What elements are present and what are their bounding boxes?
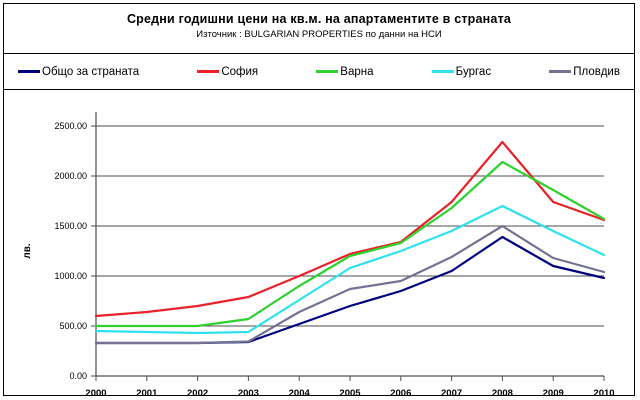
chart-title-block: Средни годишни цени на кв.м. на апартаме…: [4, 4, 634, 54]
x-tick-label-2002: 2002: [187, 388, 208, 395]
chart-plot-area: лв. 0.00 500.00 1000.00 1500.00 2000.00 2500.…: [4, 90, 634, 395]
x-tick-label-2003: 2003: [238, 388, 259, 395]
x-axis-ticks: 2000 2001 2002 2003 2004 2005 2006 2007 2008 2009…: [85, 376, 615, 395]
data-series-group: [94, 140, 606, 345]
legend-label-burgas: Бургас: [455, 65, 492, 78]
chart-title: Средни годишни цени на кв.м. на апартаме…: [126, 12, 512, 26]
legend-item-total[interactable]: Общо за страната: [18, 66, 139, 78]
chart-outer-frame: Средни годишни цени на кв.м. на апартаме…: [3, 3, 635, 396]
y-axis-title-group: лв.: [22, 243, 33, 259]
x-tick-label-2008: 2008: [492, 388, 513, 395]
chart-legend: Общо за страната София Варна Бургас Плов…: [4, 54, 634, 90]
legend-item-burgas[interactable]: Бургас: [431, 65, 492, 78]
x-tick-label-2006: 2006: [390, 388, 411, 395]
x-tick-label-2001: 2001: [136, 388, 158, 395]
legend-item-plovdiv[interactable]: Пловдив: [549, 66, 620, 78]
y-axis-ticks: 0.00 500.00 1000.00 1500.00 2000.00 2500.00: [54, 121, 96, 381]
legend-swatch-sofia: [197, 70, 220, 73]
legend-swatch-burgas: [431, 70, 454, 73]
legend-swatch-varna: [316, 70, 339, 73]
y-tick-label-1000: 1000.00: [54, 271, 87, 281]
y-tick-label-2000: 2000.00: [54, 171, 87, 181]
legend-item-varna[interactable]: Варна: [316, 65, 374, 78]
legend-item-sofia[interactable]: София: [197, 66, 258, 78]
legend-swatch-plovdiv: [549, 70, 572, 73]
y-tick-label-1500: 1500.00: [54, 221, 87, 231]
legend-swatch-total: [18, 70, 40, 73]
x-tick-label-2009: 2009: [543, 388, 564, 395]
y-tick-label-500: 500.00: [59, 321, 87, 331]
series-line-варна: [94, 160, 606, 328]
legend-label-varna: Варна: [340, 65, 374, 78]
x-tick-label-2005: 2005: [339, 388, 361, 395]
chart-subtitle-source: Източник : BULGARIAN PROPERTIES по данни…: [196, 29, 442, 40]
y-tick-label-2500: 2500.00: [54, 121, 87, 131]
legend-label-sofia: София: [221, 65, 259, 78]
legend-label-plovdiv: Пловдив: [573, 65, 620, 78]
legend-label-total: Общо за страната: [42, 65, 140, 78]
series-line-бургас: [94, 204, 606, 335]
x-tick-label-2004: 2004: [289, 388, 311, 395]
series-line-пловдив: [94, 224, 606, 345]
line-chart-svg: лв. 0.00 500.00 1000.00 1500.00 2000.00 2500.…: [22, 112, 615, 395]
axis-lines: [95, 112, 604, 377]
y-tick-label-0: 0.00: [69, 371, 87, 381]
x-tick-label-2007: 2007: [441, 388, 462, 395]
series-line-софия: [94, 140, 606, 318]
x-tick-label-2000: 2000: [85, 388, 106, 395]
x-tick-label-2010: 2010: [593, 388, 614, 395]
y-axis-title: лв.: [22, 243, 33, 259]
